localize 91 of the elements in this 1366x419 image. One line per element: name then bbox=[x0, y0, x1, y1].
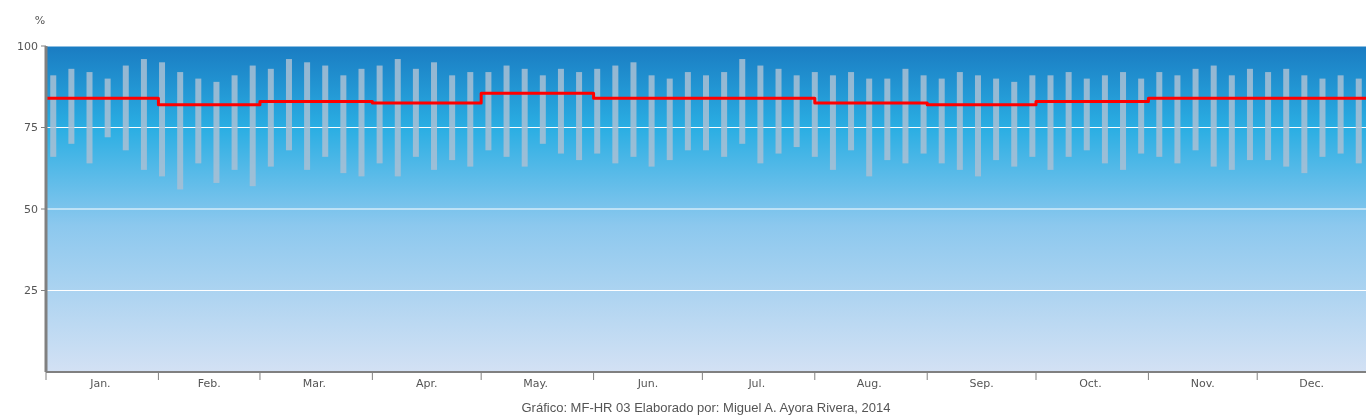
x-tick-label: Nov. bbox=[1190, 377, 1215, 390]
bar bbox=[739, 59, 746, 144]
bar bbox=[1265, 72, 1272, 161]
bar bbox=[431, 62, 438, 170]
bar bbox=[467, 72, 474, 167]
bar bbox=[866, 78, 873, 177]
bar bbox=[1355, 78, 1362, 164]
y-tick-label: 25 bbox=[24, 284, 38, 298]
x-tick-label: Jan. bbox=[89, 377, 111, 390]
bar bbox=[68, 68, 75, 144]
bar bbox=[666, 78, 673, 161]
x-tick-label: Dec. bbox=[1299, 377, 1324, 390]
bar bbox=[1319, 78, 1326, 157]
bar bbox=[1029, 75, 1036, 157]
bar bbox=[231, 75, 238, 170]
bar bbox=[267, 68, 274, 167]
x-tick-label: Oct. bbox=[1079, 377, 1102, 390]
bar bbox=[1246, 68, 1253, 161]
bar bbox=[829, 75, 836, 170]
x-tick-label: Jul. bbox=[747, 377, 766, 390]
y-axis-title: % bbox=[34, 14, 46, 27]
bar bbox=[177, 72, 184, 190]
bar bbox=[1210, 65, 1217, 167]
bar bbox=[104, 78, 111, 138]
bar bbox=[1301, 75, 1308, 174]
y-tick-label: 75 bbox=[24, 121, 38, 135]
bar bbox=[213, 81, 220, 183]
text: Gráfico: MF-HR 03 Elaborado por: Miguel A. Ayora Rivera, 2014 bbox=[521, 400, 891, 415]
bar bbox=[920, 75, 927, 154]
bar bbox=[902, 68, 909, 164]
x-tick-label: Jun. bbox=[636, 377, 659, 390]
bar bbox=[1047, 75, 1054, 170]
bar bbox=[1337, 75, 1344, 154]
bar bbox=[557, 68, 564, 154]
bar bbox=[1083, 78, 1090, 151]
bar bbox=[1138, 78, 1145, 154]
bar bbox=[993, 78, 1000, 161]
bar bbox=[630, 62, 637, 157]
bar bbox=[576, 72, 583, 161]
bar bbox=[394, 59, 401, 177]
bar bbox=[648, 75, 655, 167]
bar bbox=[122, 65, 129, 151]
bar bbox=[1011, 81, 1018, 167]
bar bbox=[1065, 72, 1072, 157]
x-tick-label: Sep. bbox=[969, 377, 994, 390]
bar bbox=[449, 75, 456, 161]
bar bbox=[848, 72, 855, 151]
bar bbox=[1120, 72, 1127, 170]
x-tick-label: May. bbox=[523, 377, 548, 390]
bar bbox=[793, 75, 800, 148]
bar bbox=[721, 72, 728, 157]
bar bbox=[1228, 75, 1235, 170]
bar bbox=[1101, 75, 1108, 164]
bar bbox=[358, 68, 365, 177]
y-tick-label: 50 bbox=[24, 202, 38, 216]
bar bbox=[974, 75, 981, 177]
x-tick-label: Apr. bbox=[416, 377, 438, 390]
bar bbox=[376, 65, 383, 164]
bar bbox=[811, 72, 818, 157]
bar bbox=[86, 72, 93, 164]
bar bbox=[503, 65, 510, 157]
bar bbox=[340, 75, 347, 174]
bar bbox=[539, 75, 546, 144]
bar bbox=[775, 68, 782, 154]
bar bbox=[322, 65, 329, 157]
bar bbox=[1156, 72, 1163, 157]
bar bbox=[159, 62, 166, 177]
bar bbox=[1283, 68, 1290, 167]
bar bbox=[938, 78, 945, 164]
bar bbox=[485, 72, 492, 151]
bar bbox=[304, 62, 311, 170]
bar bbox=[703, 75, 709, 151]
bar bbox=[884, 78, 891, 161]
bar bbox=[285, 59, 292, 151]
bar bbox=[594, 68, 601, 154]
bar bbox=[1192, 68, 1199, 151]
bar bbox=[757, 65, 764, 164]
x-tick-label: Feb. bbox=[197, 377, 221, 390]
bar bbox=[684, 72, 691, 151]
bar bbox=[1174, 75, 1181, 164]
bar bbox=[195, 78, 202, 164]
bar bbox=[956, 72, 963, 170]
y-tick-label: 100 bbox=[17, 39, 38, 53]
bar bbox=[612, 65, 619, 164]
bar bbox=[50, 75, 57, 157]
bar bbox=[521, 68, 528, 167]
bar bbox=[412, 68, 419, 157]
x-tick-label: Mar. bbox=[302, 377, 326, 390]
x-tick-label: Aug. bbox=[856, 377, 882, 390]
bar bbox=[140, 59, 147, 170]
bar bbox=[249, 65, 256, 187]
